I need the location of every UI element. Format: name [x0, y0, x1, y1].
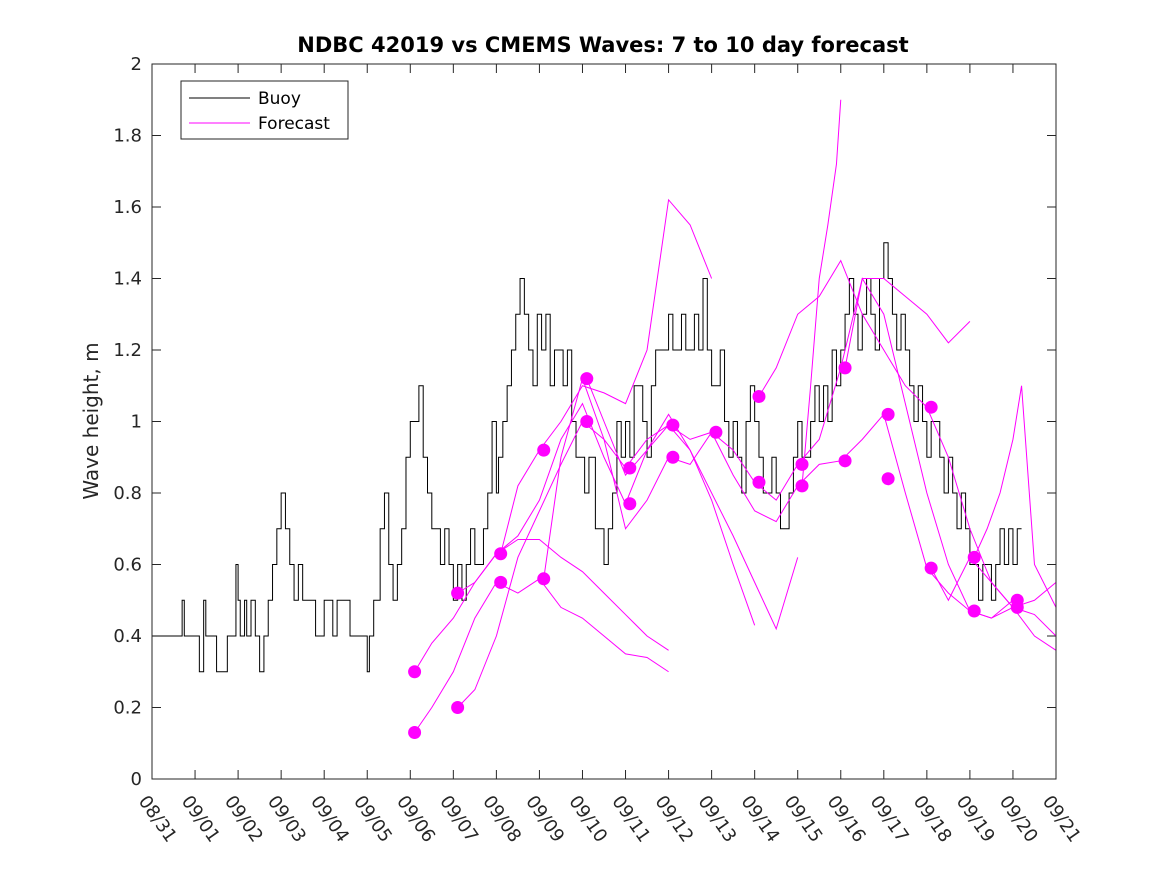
forecast-series-line	[500, 198, 713, 554]
forecast-marker	[408, 665, 422, 679]
y-tick-label: 2	[131, 54, 142, 75]
y-tick-labels: 0 0.2 0.4 0.6 0.8 1 1.2 1.4 1.6 1.8 2	[113, 54, 142, 790]
forecast-series-line	[973, 385, 1057, 608]
y-tick-label: 0.8	[113, 483, 142, 504]
forecast-marker	[881, 407, 895, 421]
forecast-marker	[623, 461, 637, 475]
forecast-marker	[666, 450, 680, 464]
y-tick-label: 1.4	[113, 269, 142, 290]
forecast-marker	[623, 497, 637, 511]
forecast-marker	[752, 475, 766, 489]
forecast-marker	[795, 479, 809, 493]
forecast-marker	[408, 726, 422, 740]
forecast-marker	[494, 547, 508, 561]
legend: Buoy Forecast	[180, 80, 349, 140]
forecast-marker	[451, 701, 465, 714]
forecast-marker	[967, 550, 981, 564]
forecast-marker	[494, 575, 508, 589]
chart-title: NDBC 42019 vs CMEMS Waves: 7 to 10 day f…	[297, 33, 908, 57]
forecast-marker	[924, 400, 938, 414]
forecast-marker	[881, 472, 895, 486]
forecast-marker	[580, 372, 594, 386]
forecast-marker	[924, 561, 938, 575]
forecast-marker	[967, 604, 981, 618]
forecast-marker	[709, 425, 723, 439]
forecast-marker	[451, 586, 465, 600]
forecast-marker	[752, 389, 766, 403]
y-tick-label: 0	[131, 769, 142, 790]
forecast-marker	[666, 418, 680, 432]
y-tick-label: 0.4	[113, 626, 142, 647]
forecast-markers	[408, 361, 1024, 740]
y-tick-label: 1.2	[113, 340, 142, 361]
plot-frame	[151, 63, 1057, 780]
forecast-series-line	[414, 538, 669, 673]
forecast-marker	[537, 443, 551, 457]
forecast-marker	[838, 454, 852, 468]
y-tick-label: 0.2	[113, 698, 142, 719]
y-tick-label: 1.6	[113, 197, 142, 218]
forecast-marker	[795, 457, 809, 471]
y-axis-label: Wave height, m	[79, 342, 103, 499]
forecast-marker	[537, 572, 551, 586]
buoy-series-line	[152, 242, 1022, 673]
forecast-marker	[838, 361, 852, 375]
forecast-series-line	[930, 556, 1057, 651]
legend-box	[180, 80, 349, 140]
axis-ticks	[151, 63, 1057, 780]
forecast-marker	[1010, 600, 1024, 614]
legend-forecast-label: Forecast	[258, 114, 330, 134]
y-tick-label: 1.8	[113, 126, 142, 147]
forecast-series-line	[457, 402, 756, 626]
forecast-series-line	[844, 278, 971, 368]
y-tick-label: 1	[131, 412, 142, 433]
forecast-series-line	[801, 99, 842, 486]
forecast-marker	[580, 415, 594, 428]
y-tick-label: 0.6	[113, 555, 142, 576]
legend-buoy-label: Buoy	[258, 89, 301, 109]
